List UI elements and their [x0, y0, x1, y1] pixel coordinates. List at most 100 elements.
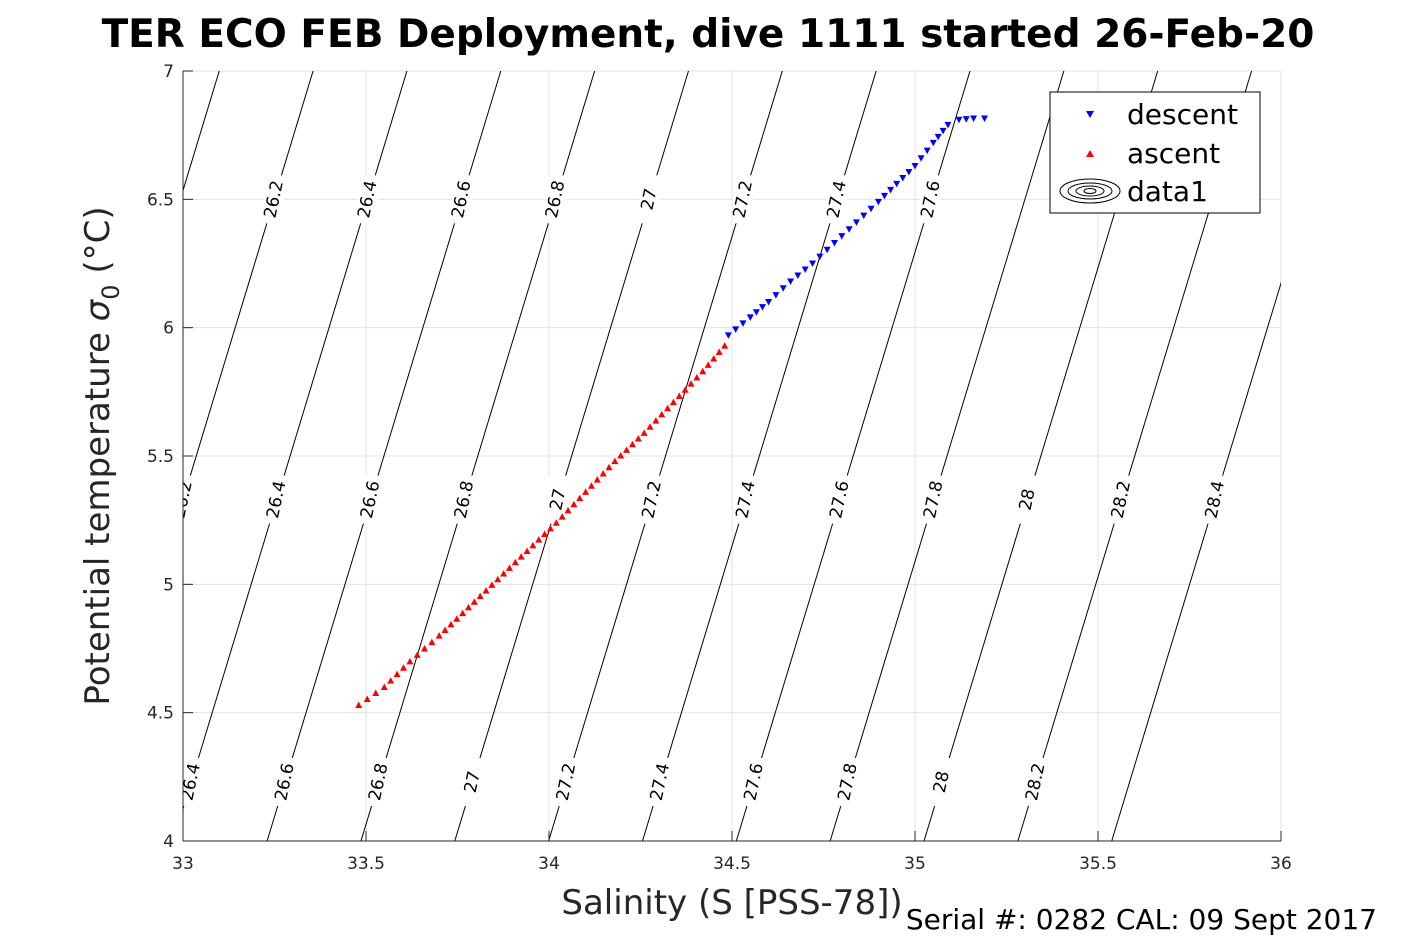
ascent-marker	[570, 500, 578, 508]
serial-cal-label: Serial #: 0282 CAL: 09 Sept 2017	[906, 903, 1377, 936]
contour-label-gap	[87, 758, 107, 806]
ascent-marker	[617, 451, 625, 459]
contour-label-gap	[368, 757, 389, 806]
ascent-marker	[605, 463, 613, 471]
ascent-marker	[634, 435, 642, 442]
ascent-marker	[681, 386, 689, 393]
ascent-marker	[541, 530, 549, 538]
y-tick-label: 7	[163, 62, 174, 82]
contour-label-gap	[1017, 475, 1038, 524]
ascent-marker	[523, 547, 531, 554]
ascent-marker	[363, 695, 371, 702]
ascent-marker	[393, 670, 401, 678]
ascent-marker	[693, 373, 701, 381]
ascent-marker	[387, 677, 395, 684]
legend-entry-descent: descent	[1086, 98, 1238, 131]
descent-marker	[874, 198, 882, 206]
contour-label: 28	[930, 769, 954, 794]
ascent-marker	[355, 701, 363, 708]
y-tick-label: 4.5	[147, 704, 174, 724]
x-tick-labels: 33 33.5 34 34.5 35 35.5 36	[172, 854, 1292, 874]
ascent-marker	[576, 494, 584, 502]
contour-label-gap	[275, 757, 296, 806]
contour-label-gap	[827, 175, 848, 224]
ascent-marker	[372, 689, 380, 696]
ascent-marker	[582, 488, 590, 495]
legend-label: descent	[1127, 98, 1238, 131]
ascent-marker	[380, 683, 388, 690]
descent-marker	[732, 326, 740, 333]
contour-label-gap	[360, 475, 381, 524]
ascent-marker	[535, 536, 543, 543]
axes	[182, 70, 1282, 842]
ascent-marker	[400, 664, 408, 671]
ascent-marker	[611, 457, 619, 465]
descent-marker	[724, 332, 732, 339]
contour-ring	[1075, 185, 1105, 197]
contour-label: 27	[546, 487, 570, 512]
descent-marker	[970, 115, 978, 122]
contour-label-gap	[183, 757, 202, 806]
contour-label-gap	[736, 475, 757, 524]
ascent-marker	[587, 482, 595, 489]
contour-label-gap	[451, 175, 472, 224]
ascent-marker	[464, 603, 472, 611]
contour-label-gap	[545, 175, 566, 224]
ascent-marker	[593, 476, 601, 483]
ascent-marker	[628, 440, 636, 448]
descent-marker	[752, 309, 760, 316]
isopycnal-line	[829, 71, 1065, 841]
ascent-marker	[459, 609, 467, 617]
ascent-marker	[494, 575, 502, 583]
ascent-marker	[564, 506, 572, 514]
contour-label: 26	[132, 307, 156, 332]
descent-marker	[881, 192, 888, 200]
descent-marker	[759, 304, 766, 311]
ascent-marker	[699, 367, 707, 375]
descent-marker	[962, 116, 970, 123]
chart-title: TER ECO FEB Deployment, dive 1111 starte…	[102, 12, 1315, 57]
descent-marker	[746, 314, 754, 321]
ascent-marker	[710, 354, 718, 362]
ascent-marker	[687, 380, 695, 387]
ascent-marker	[558, 513, 566, 520]
contour-label: 26.2	[84, 761, 111, 802]
ascent-marker	[500, 570, 508, 577]
ascent-marker	[470, 598, 478, 605]
descent-marker	[911, 162, 919, 170]
x-tick-label: 34	[538, 854, 560, 874]
ascent-marker	[646, 423, 654, 430]
ascent-marker	[413, 651, 421, 658]
y-tick-label: 6	[163, 319, 174, 339]
contour-label-gap	[921, 175, 942, 224]
ascent-marker	[476, 592, 484, 600]
ascent-marker	[640, 429, 648, 436]
legend-label: data1	[1127, 175, 1208, 208]
legend-entry-ascent: ascent	[1086, 137, 1220, 170]
x-tick-label: 34.5	[713, 854, 751, 874]
descent-marker	[845, 226, 853, 233]
descent-marker	[739, 320, 747, 327]
contour-label-gap	[462, 757, 483, 806]
contour-ring	[1059, 178, 1121, 204]
descent-marker	[823, 246, 831, 254]
descent-marker	[887, 186, 895, 194]
y-tick-label: 6.5	[147, 190, 174, 210]
contour-label-gap	[357, 175, 378, 224]
descent-marker	[934, 133, 942, 141]
contour-label-gap	[556, 757, 577, 806]
descent-marker	[765, 299, 773, 306]
ascent-marker	[623, 446, 631, 453]
contour-label-gap	[1025, 757, 1046, 806]
ascent-marker	[704, 361, 712, 368]
contour-label: 28	[1016, 487, 1040, 512]
y-tick-label: 5.5	[147, 447, 174, 467]
descent-marker	[794, 272, 802, 279]
contour-label: 27	[461, 769, 485, 794]
ascent-marker	[675, 392, 683, 399]
ascent-marker	[488, 581, 496, 588]
series-descent	[724, 115, 989, 339]
contour-ring	[1067, 182, 1113, 200]
ascent-marker	[505, 564, 513, 571]
